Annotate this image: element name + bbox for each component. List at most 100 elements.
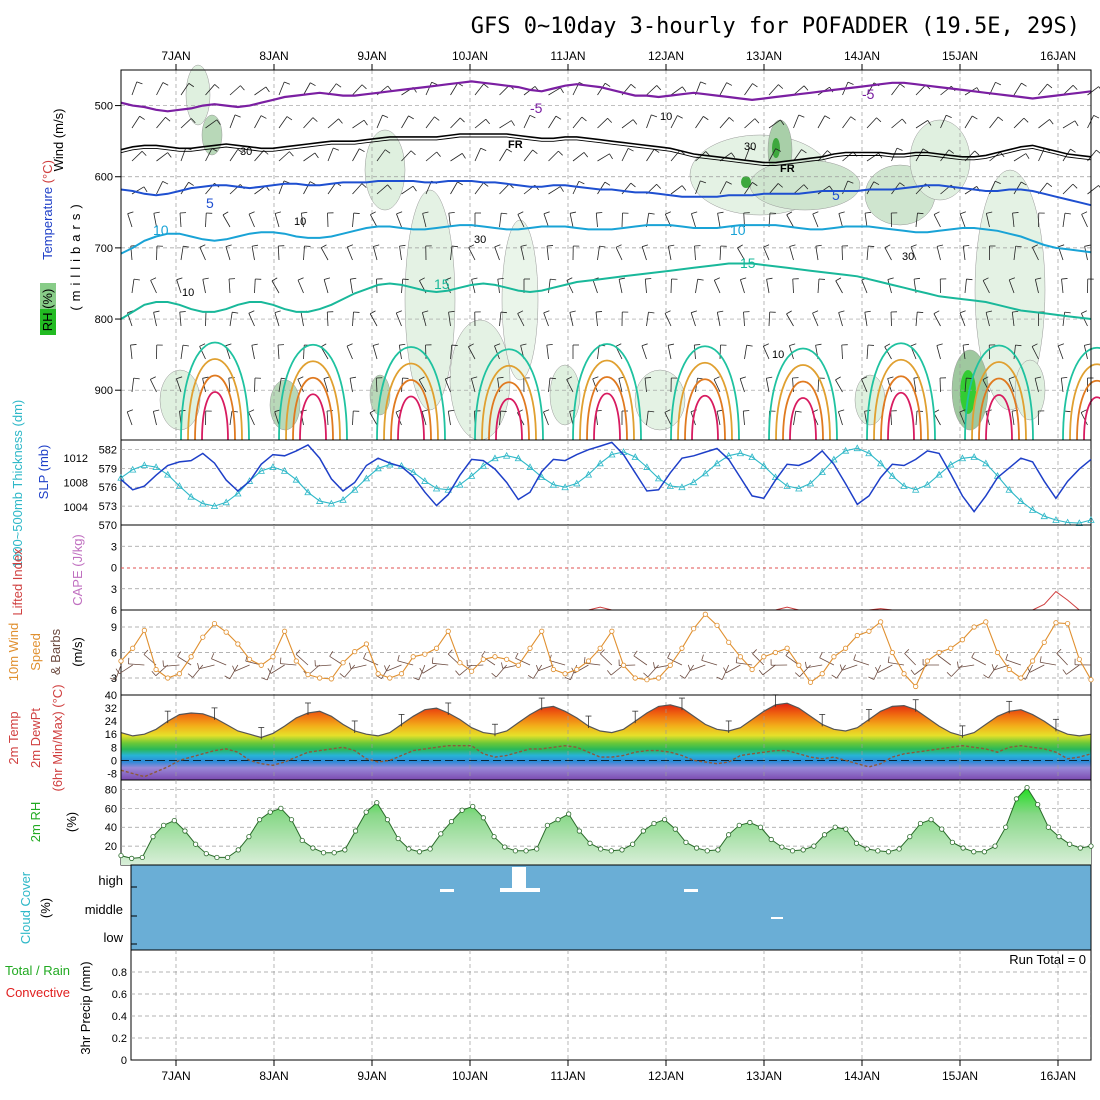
upper-air-ylabels: Wind (m/s) Temperature (°C) RH (%) (mill… [40,109,83,335]
wind-barb-flag [153,310,160,313]
wind10m-barb [295,653,309,666]
wind-barb [861,279,868,294]
wind-barb [768,148,776,162]
wind-barb [664,412,672,426]
wind-barb [566,379,574,393]
wind-barb [180,118,192,129]
wind-barb [278,81,285,96]
wind-barb-flag [494,244,501,248]
wind10m-speed-point [176,671,183,677]
wind-barb-flag [740,376,747,380]
wind-barb [982,379,990,393]
wind-barb [940,115,947,129]
wind-barb [670,115,678,129]
thickness-point [456,480,464,488]
wind-barb [866,246,869,261]
wind-barb [962,345,966,360]
rh2m-point [139,854,145,861]
wind10m-barb-flag [723,667,727,673]
wind10m-barb [736,662,753,666]
contour-label-5: 5 [206,195,214,211]
wind-barb [695,151,707,162]
wind-barb-flag [962,343,970,346]
wind-barb-flag [927,120,932,126]
pressure-axis: 500 600 700 800 900 [95,101,121,397]
rh2m-point [992,843,998,849]
wind-barb-flag [922,148,929,153]
wind10m-speed-point [200,634,206,640]
thickness-point [865,449,873,457]
thickness-point [199,499,207,507]
wind-barb [499,312,502,327]
wind-barb-flag [917,311,924,313]
rh2m-point [331,850,337,856]
wind-barb [375,377,378,393]
wind-barb [228,378,231,393]
wind-barb [786,214,794,228]
date-label-bottom-16jan: 16JAN [1040,1069,1076,1083]
isotherm-arch [684,378,726,441]
wind-barb [401,185,414,195]
rh2m-point [587,840,593,846]
wind-barb [131,116,140,129]
rh-label-10-low: 10 [772,349,784,361]
isotherm-arch [376,346,446,441]
wind-barb [891,83,901,96]
wind10m-barb [762,664,776,676]
wind10m-barb-flag [455,670,460,676]
cloud-axis: high middle low [85,873,137,945]
thickness-point [935,470,943,478]
thickness-point [362,474,371,482]
wind10m-speed-point [644,677,650,683]
thickness-point [339,495,347,503]
wind-barb-flag [468,244,475,248]
wind-barb [548,115,557,129]
thickness-point [421,477,429,484]
wind-barb [793,114,800,129]
wind-barb-flag [691,211,698,214]
wind10m-speed-point [749,666,755,673]
wind10m-barb [1029,664,1045,673]
wind-barb-flag [353,212,360,214]
wind-barb-flag [1012,310,1019,313]
wind-barb-flag [664,310,671,314]
wind-barb [719,117,730,129]
isotherm-arch [285,360,341,441]
rh2m-point [555,817,561,823]
wind-barb-flag [153,211,160,214]
isotherm-arch [887,392,915,441]
wind-barb [474,118,487,129]
wind-barb-flag [176,277,183,281]
rh2m-point [821,832,828,838]
wind-barb [131,186,145,195]
wind-barb-flag [310,82,316,87]
wind-barb-flag [422,211,429,214]
cloud-tick-label-middle: middle [85,902,123,917]
wind10m-barb [459,664,472,676]
rh2m-point [480,815,487,821]
wind-barb-flag [910,343,917,347]
wind-barb [693,345,696,360]
wind-barb [1061,279,1064,294]
wind10m-barb-flag [447,649,453,655]
wind10m-speed-point [878,619,884,625]
wind10m-barb-flag [633,650,638,657]
date-label-bottom-12jan: 12JAN [648,1069,684,1083]
wind-barb-flag [412,185,417,192]
wind10m-speed-point [340,660,346,666]
rh2m-point [129,855,135,861]
ylabel-temp2m: 2m Temp [6,711,21,764]
temp2m-line [120,702,1092,739]
wind-barb [1060,378,1064,393]
wind-barb [376,114,383,129]
precip-tick-label: 0.2 [112,1033,127,1045]
wind-barb [176,279,182,294]
wind-barb-flag [630,182,636,188]
wind-barb-flag [651,114,658,118]
wind-barb [936,345,941,360]
rh2m-point [182,828,188,834]
thickness-point [514,454,523,462]
wind-barb [254,278,256,294]
wind-barb [150,280,157,294]
